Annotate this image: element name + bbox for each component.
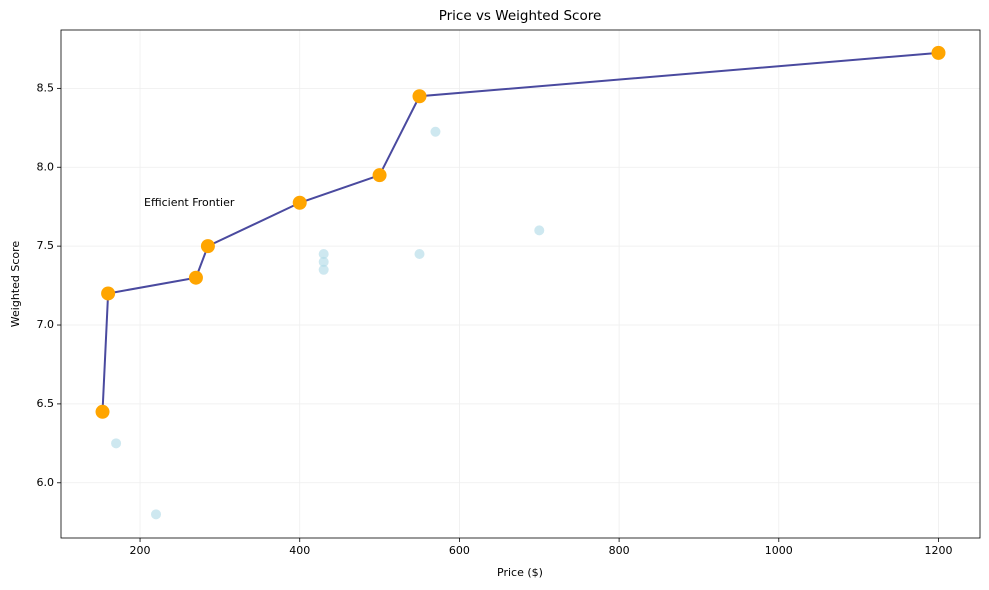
data-point — [430, 126, 441, 137]
frontier-point — [292, 195, 307, 210]
plot-frame — [60, 29, 981, 539]
frontier-point — [188, 270, 203, 285]
x-tick-label: 200 — [130, 544, 151, 557]
frontier-point — [931, 45, 946, 60]
x-tick-label: 1200 — [924, 544, 952, 557]
data-point — [414, 249, 425, 260]
x-tick-label: 1000 — [765, 544, 793, 557]
y-tick-label: 8.5 — [37, 81, 55, 94]
y-axis-label: Weighted Score — [9, 241, 22, 328]
frontier-line — [101, 51, 939, 412]
y-tick-label: 8.0 — [37, 160, 55, 173]
frontier-point — [95, 404, 110, 419]
x-axis-label: Price ($) — [497, 566, 543, 579]
data-point — [534, 225, 545, 236]
y-tick-label: 6.5 — [37, 397, 55, 410]
chart-title: Price vs Weighted Score — [439, 8, 602, 24]
data-point — [318, 256, 329, 267]
x-tick-label: 800 — [609, 544, 630, 557]
y-tick-label: 7.0 — [37, 318, 55, 331]
x-tick-label: 600 — [449, 544, 470, 557]
frontier-point — [412, 89, 427, 104]
data-point — [151, 509, 162, 520]
frontier-point — [101, 286, 116, 301]
data-point — [111, 438, 122, 449]
frontier-point — [200, 239, 215, 254]
data-point — [318, 249, 329, 260]
x-tick-label: 400 — [289, 544, 310, 557]
y-tick-label: 7.5 — [37, 239, 55, 252]
annotation: Efficient Frontier — [144, 196, 235, 209]
y-tick-label: 6.0 — [37, 476, 55, 489]
data-point — [318, 264, 329, 275]
frontier-point — [372, 168, 387, 183]
